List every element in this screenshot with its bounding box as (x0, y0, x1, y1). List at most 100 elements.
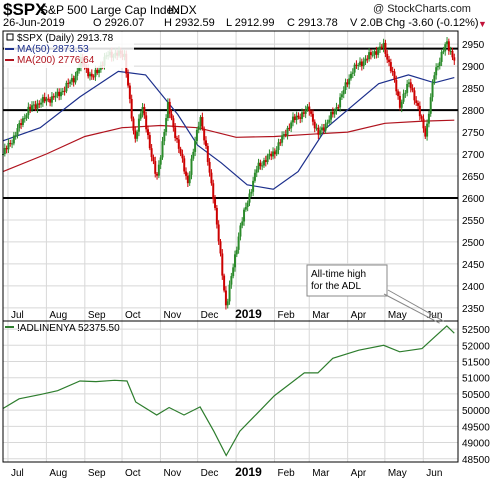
quote-volume: V 2.0B (350, 17, 384, 29)
x-tick-label: Aug (49, 310, 67, 321)
candle-body (136, 131, 139, 139)
candle-body (175, 137, 178, 140)
adl-path (2, 325, 455, 457)
candle-body (409, 82, 412, 89)
candle-body (150, 148, 153, 158)
candle-body (219, 241, 222, 254)
candle-body (422, 118, 425, 129)
candle-body (156, 173, 159, 176)
candle-body (440, 51, 443, 62)
candle-body (328, 119, 331, 123)
candle-body (128, 85, 131, 99)
candle-body (286, 127, 289, 136)
y-tick-label: 2950 (462, 40, 485, 51)
candle-body (268, 153, 271, 156)
quote-low: L 2912.99 (226, 17, 275, 29)
candle-body (284, 134, 287, 136)
quote-high: H 2932.59 (164, 17, 215, 29)
candle-body (237, 236, 240, 250)
candle-body (291, 116, 294, 123)
candle-body (299, 117, 302, 119)
candle-body (59, 92, 62, 97)
candle-body (261, 165, 264, 167)
candle-body (411, 88, 414, 91)
candle-body (18, 123, 21, 129)
symbol-title: $SPX (3, 0, 47, 19)
adl-y-ticks: 48500 49000 49500 50000 50500 51000 51500 52000… (462, 325, 490, 466)
candle-body (76, 70, 79, 76)
candle-body (320, 127, 323, 131)
candle-body (197, 126, 200, 131)
candle-body (165, 118, 168, 132)
x-tick-label: May (388, 468, 407, 479)
candle-body (204, 140, 207, 146)
y-tick-label: 49000 (462, 439, 490, 450)
y-tick-label: 51000 (462, 374, 490, 385)
candle-body (337, 107, 340, 109)
candle-body (346, 82, 349, 85)
candle-body (185, 171, 188, 176)
legend-label: MA(50) 2873.53 (17, 44, 89, 55)
quote-change: Chg -3.60 (-0.12%) (385, 17, 479, 29)
candle-body (65, 82, 68, 92)
candle-body (190, 158, 193, 175)
candle-body (435, 67, 438, 76)
candle-body (273, 151, 276, 155)
candle-body (266, 155, 269, 163)
y-tick-label: 2600 (462, 194, 485, 205)
stockcharts-watermark: @ StockCharts.com (373, 3, 471, 15)
adl-x-ticks: Jul Aug Sep Oct Nov Dec 2019 Feb Mar Apr May Jun (11, 465, 442, 479)
candle-body (420, 116, 423, 119)
candle-body (243, 209, 246, 222)
candle-body (212, 183, 215, 200)
candle-body (228, 284, 231, 302)
y-tick-label: 2900 (462, 62, 485, 73)
candle-body (41, 97, 44, 103)
candle-body (275, 150, 278, 155)
candle-body (340, 94, 343, 98)
candle-body (232, 267, 235, 277)
candle-body (16, 128, 19, 136)
x-tick-label: Aug (49, 468, 67, 479)
x-tick-label: Jun (426, 468, 442, 479)
legend-label: MA(200) 2776.64 (17, 55, 95, 66)
candle-body (72, 78, 75, 83)
candle-body (353, 64, 356, 73)
adl-panel-grid (3, 321, 458, 462)
candle-body (130, 98, 133, 119)
candle-body (333, 110, 336, 115)
y-tick-label: 49500 (462, 422, 490, 433)
candle-body (230, 276, 233, 285)
annotation-text: All-time high (311, 269, 366, 280)
candle-body (78, 67, 81, 71)
candle-body (429, 97, 432, 114)
candle-body (335, 107, 338, 111)
candle-body (264, 160, 267, 163)
candle-body (311, 113, 314, 122)
candle-body (380, 46, 383, 49)
candle-body (25, 115, 28, 119)
candle-body (179, 148, 182, 154)
candle-body (58, 91, 61, 97)
quote-close: C 2913.78 (287, 17, 338, 29)
candle-body (20, 123, 23, 125)
candle-body (50, 96, 53, 103)
x-tick-label: Feb (278, 310, 296, 321)
candle-body (143, 107, 146, 116)
candle-body (255, 169, 258, 173)
candle-body (272, 151, 275, 157)
candle-body (290, 122, 293, 129)
candle-body (223, 275, 226, 291)
candle-body (355, 64, 358, 66)
candle-body (206, 145, 209, 162)
candle-body (192, 151, 195, 159)
candle-body (415, 100, 418, 103)
annotation-text: for the ADL (311, 281, 361, 292)
candle-body (326, 122, 329, 124)
candle-body (442, 51, 445, 53)
candle-body (127, 73, 130, 86)
ma200-line (2, 119, 455, 173)
candle-body (186, 175, 189, 184)
